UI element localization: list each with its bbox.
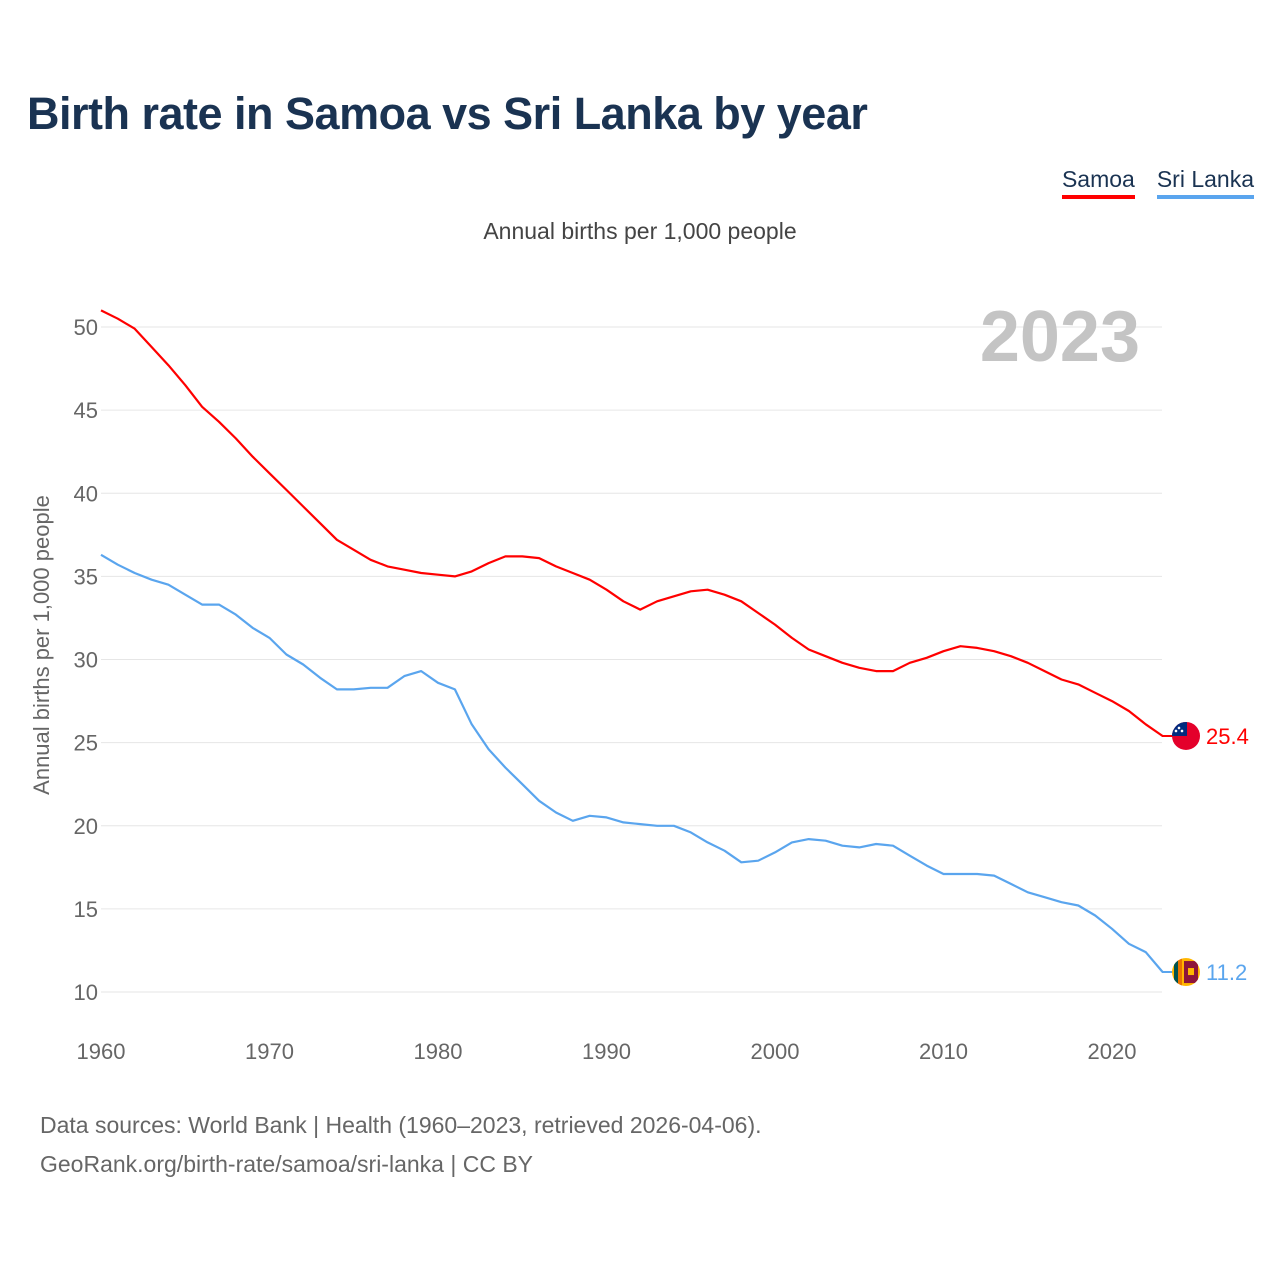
- series-line-sri-lanka: [100, 553, 1164, 973]
- year-watermark: 2023: [980, 297, 1140, 377]
- y-tick-label: 30: [74, 648, 98, 673]
- legend-item-sri-lanka[interactable]: Sri Lanka: [1156, 166, 1254, 199]
- y-tick-label: 45: [74, 398, 98, 423]
- end-value-label-sri-lanka: 11.2: [1206, 960, 1247, 985]
- x-tick-label: 1970: [245, 1039, 294, 1064]
- chart-subtitle: Annual births per 1,000 people: [483, 218, 797, 244]
- y-tick-label: 40: [74, 481, 98, 506]
- x-tick-label: 1960: [77, 1039, 126, 1064]
- x-tick-label: 2020: [1088, 1039, 1137, 1064]
- end-value-label-samoa: 25.4: [1206, 724, 1249, 749]
- series-line-samoa: [100, 309, 1164, 737]
- y-tick-label: 10: [74, 980, 98, 1005]
- y-tick-label: 50: [74, 315, 98, 340]
- x-tick-label: 1990: [582, 1039, 631, 1064]
- x-tick-label: 2000: [751, 1039, 800, 1064]
- footer-sources: Data sources: World Bank | Health (1960–…: [40, 1112, 762, 1138]
- chart-title: Birth rate in Samoa vs Sri Lanka by year: [27, 88, 868, 139]
- y-tick-label: 20: [74, 814, 98, 839]
- samoa-flag-icon: [1172, 721, 1200, 750]
- y-tick-label: 15: [74, 897, 98, 922]
- y-tick-label: 35: [74, 564, 98, 589]
- y-tick-label: 25: [74, 731, 98, 756]
- sri-lanka-flag-icon: [1172, 958, 1200, 987]
- x-tick-label: 1980: [414, 1039, 463, 1064]
- legend-item-samoa[interactable]: Samoa: [1061, 166, 1135, 199]
- footer: Data sources: World Bank | Health (1960–…: [40, 1106, 762, 1184]
- x-tick-label: 2010: [919, 1039, 968, 1064]
- legend: Samoa Sri Lanka: [1061, 166, 1254, 199]
- footer-link[interactable]: GeoRank.org/birth-rate/samoa/sri-lanka |…: [40, 1151, 533, 1177]
